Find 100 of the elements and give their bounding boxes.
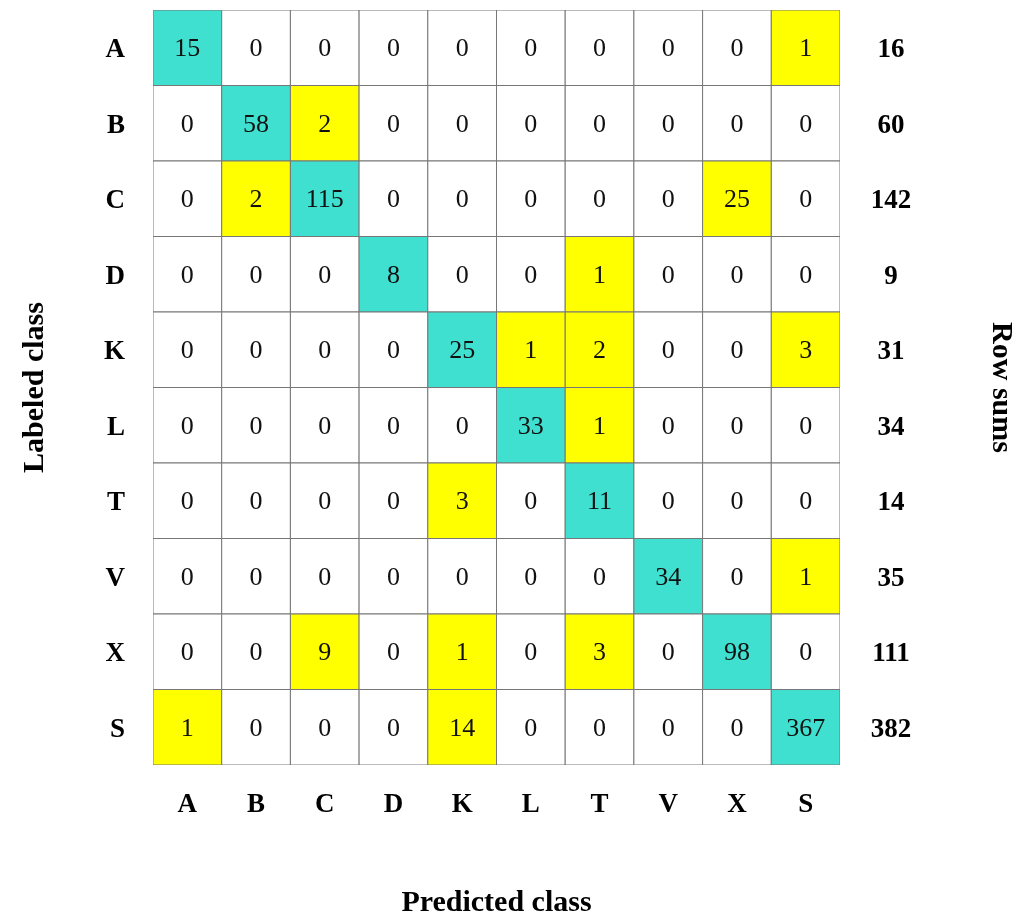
data-label: 0: [730, 561, 744, 591]
data-label: 0: [524, 712, 538, 742]
data-label: 2: [593, 335, 607, 365]
x-tick-label: B: [247, 788, 266, 819]
data-label: 0: [386, 410, 400, 440]
data-label: 1: [180, 712, 194, 742]
data-label: 1: [524, 335, 538, 365]
y-tick-label: S: [109, 712, 125, 743]
y-tick-label: A: [105, 33, 126, 64]
data-label: 0: [386, 108, 400, 138]
data-label: 0: [661, 637, 675, 667]
data-label: 0: [249, 33, 263, 63]
y2-tick-label: 35: [877, 561, 905, 592]
data-label: 0: [799, 184, 813, 214]
data-label: 0: [730, 712, 744, 742]
data-label: 0: [524, 561, 538, 591]
data-label: 0: [180, 108, 194, 138]
x-tick-label: S: [798, 788, 814, 819]
data-label: 34: [655, 561, 682, 591]
data-label: 0: [524, 184, 538, 214]
data-label: 3: [593, 637, 607, 667]
x-tick-label: A: [177, 788, 198, 819]
data-label: 2: [318, 108, 332, 138]
x-tick-label: V: [658, 788, 679, 819]
data-label: 1: [455, 637, 469, 667]
data-label: 0: [318, 712, 332, 742]
y-axis-title: Labeled class: [15, 302, 49, 473]
data-label: 0: [386, 335, 400, 365]
data-label: 0: [730, 259, 744, 289]
x-tick-label: T: [590, 788, 609, 819]
data-label: 115: [305, 184, 344, 214]
data-label: 0: [730, 108, 744, 138]
data-label: 0: [180, 637, 194, 667]
y2-tick-label: 14: [877, 486, 905, 517]
data-label: 0: [249, 712, 263, 742]
data-label: 0: [249, 335, 263, 365]
data-label: 8: [386, 259, 400, 289]
data-label: 0: [318, 561, 332, 591]
data-label: 0: [455, 410, 469, 440]
data-label: 14: [449, 712, 476, 742]
data-label: 1: [593, 410, 607, 440]
data-label: 0: [455, 561, 469, 591]
data-label: 0: [180, 335, 194, 365]
y-tick-label: D: [105, 259, 125, 290]
data-label: 0: [180, 486, 194, 516]
data-label: 33: [517, 410, 544, 440]
y2-tick-label: 111: [872, 637, 910, 668]
data-label: 0: [799, 637, 813, 667]
y-tick-label: C: [105, 184, 125, 215]
data-label: 0: [661, 335, 675, 365]
data-label: 0: [249, 637, 263, 667]
data-label: 1: [799, 33, 813, 63]
data-label: 0: [593, 33, 607, 63]
x-tick-label: D: [383, 788, 404, 819]
data-label: 58: [243, 108, 270, 138]
data-label: 0: [318, 486, 332, 516]
data-label: 367: [786, 712, 826, 742]
y-tick-label: L: [106, 410, 125, 441]
data-label: 0: [180, 561, 194, 591]
data-label: 0: [386, 33, 400, 63]
data-label: 15: [174, 33, 201, 63]
data-label: 0: [661, 33, 675, 63]
data-label: 0: [249, 486, 263, 516]
data-label: 0: [661, 486, 675, 516]
data-label: 0: [730, 486, 744, 516]
y2-tick-label: 16: [877, 33, 905, 64]
y2-tick-label: 9: [884, 259, 898, 290]
x-tick-label: K: [451, 788, 473, 819]
data-label: 0: [455, 259, 469, 289]
data-label: 2: [249, 184, 263, 214]
data-label: 0: [180, 410, 194, 440]
data-label: 3: [455, 486, 469, 516]
y-tick-label: X: [105, 637, 126, 668]
x-axis-title: Predicted class: [401, 884, 592, 917]
data-label: 0: [661, 410, 675, 440]
data-label: 25: [449, 335, 476, 365]
data-label: 0: [524, 108, 538, 138]
data-label: 0: [524, 33, 538, 63]
y-tick-label: V: [105, 561, 126, 592]
data-label: 0: [386, 486, 400, 516]
data-label: 0: [799, 108, 813, 138]
data-label: 0: [593, 108, 607, 138]
y2-tick-label: 60: [877, 108, 905, 139]
data-label: 9: [318, 637, 332, 667]
data-label: 0: [661, 259, 675, 289]
y-tick-label: K: [103, 335, 125, 366]
y-tick-label: B: [106, 108, 125, 139]
data-label: 0: [249, 259, 263, 289]
data-label: 0: [318, 259, 332, 289]
data-label: 98: [723, 637, 750, 667]
data-label: 0: [455, 184, 469, 214]
data-label: 1: [799, 561, 813, 591]
data-label: 3: [799, 335, 813, 365]
data-label: 0: [524, 637, 538, 667]
data-label: 0: [249, 410, 263, 440]
data-label: 0: [455, 33, 469, 63]
data-label: 25: [723, 184, 750, 214]
y2-tick-label: 31: [877, 335, 905, 366]
data-label: 0: [593, 184, 607, 214]
data-label: 0: [180, 184, 194, 214]
